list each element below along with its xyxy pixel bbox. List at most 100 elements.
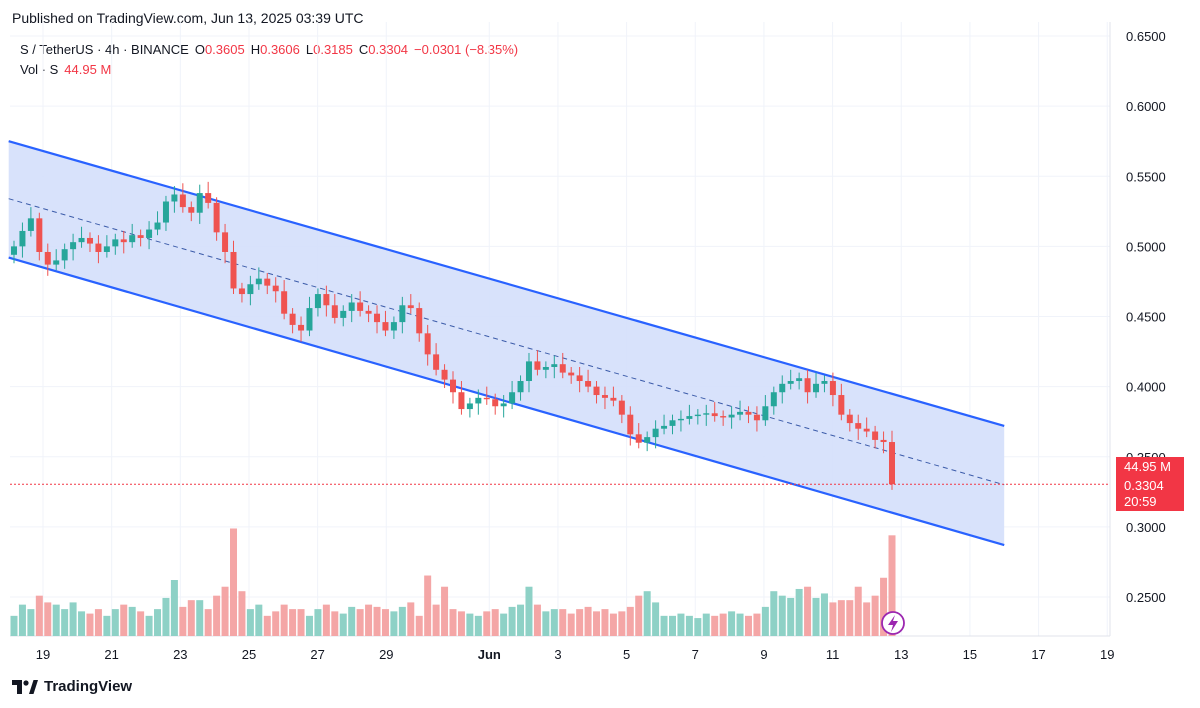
volume-bar <box>179 606 187 636</box>
candle-body <box>11 246 17 255</box>
candle-body <box>424 333 431 355</box>
channel-mid-line <box>8 198 1005 486</box>
candle-body <box>492 399 499 407</box>
candle-body <box>374 313 381 323</box>
flash-icon[interactable] <box>881 611 905 635</box>
volume-bar <box>27 609 35 636</box>
price-tick-label: 0.3000 <box>1126 520 1166 535</box>
candle-body <box>281 291 288 314</box>
volume-bar <box>685 615 693 636</box>
close-value: 0.3304 <box>368 42 409 57</box>
candle-body <box>466 403 473 410</box>
volume-bar <box>711 615 719 636</box>
symbol-label[interactable]: S / TetherUS · 4h · BINANCE <box>20 42 189 57</box>
volume-bar <box>213 595 221 636</box>
candle-body <box>44 251 51 265</box>
volume-bar <box>787 597 795 636</box>
volume-bar <box>289 609 297 636</box>
volume-bar <box>820 593 828 636</box>
candle-body <box>551 364 558 367</box>
candle-body <box>27 218 34 231</box>
candle-body <box>753 414 760 421</box>
volume-bar <box>398 606 406 636</box>
time-tick-label: 15 <box>963 647 977 662</box>
volume-bar <box>483 611 491 636</box>
candle-body <box>711 413 718 417</box>
channel-lower-line <box>8 256 1005 547</box>
volume-bar <box>829 602 837 636</box>
time-tick-label: 9 <box>760 647 767 662</box>
candle-body <box>247 284 254 295</box>
candle-body <box>230 251 237 289</box>
volume-bar <box>761 606 769 636</box>
volume-bar <box>381 609 389 636</box>
volume-bar <box>162 597 170 636</box>
candle-body <box>450 379 456 393</box>
volume-bar <box>660 615 668 636</box>
volume-bar <box>246 609 254 636</box>
candle-body <box>787 381 794 384</box>
volume-bar <box>694 618 702 636</box>
volume-bar <box>804 586 812 636</box>
candle-body <box>323 294 330 306</box>
candle-body <box>314 294 321 309</box>
candle-body <box>53 260 60 265</box>
volume-bar <box>491 609 499 636</box>
volume-bar <box>61 609 69 636</box>
candle-body <box>272 285 279 292</box>
candle-body <box>863 428 870 432</box>
volume-bar <box>559 609 567 636</box>
price-tick-label: 0.4000 <box>1126 380 1166 395</box>
volume-bar <box>846 600 854 636</box>
candle-body <box>872 431 879 440</box>
time-tick-label: Jun <box>478 647 501 662</box>
volume-bar <box>618 611 626 636</box>
volume-bar <box>69 602 77 636</box>
volume-bar <box>542 611 550 636</box>
candle-body <box>880 439 887 443</box>
volume-bar <box>441 586 449 636</box>
candle-body <box>618 400 625 415</box>
volume-value: 44.95 M <box>64 62 112 77</box>
candle-body <box>146 229 153 238</box>
volume-bar <box>449 609 457 636</box>
candle-body <box>610 397 617 401</box>
candle-body <box>205 193 212 203</box>
volume-bar <box>837 600 845 636</box>
volume-bar <box>187 600 195 636</box>
candle-body <box>213 202 220 233</box>
high-label: H <box>250 42 261 57</box>
candle-body <box>441 369 448 380</box>
candle-body <box>585 381 592 387</box>
candle-body <box>382 322 389 331</box>
price-tick-label: 0.5500 <box>1126 169 1166 184</box>
price-tick-label: 0.6500 <box>1126 29 1166 44</box>
volume-bar <box>424 575 432 636</box>
time-tick-label: 13 <box>894 647 908 662</box>
candle-body <box>677 418 684 421</box>
change-value: −0.0301 (−8.35%) <box>414 42 519 57</box>
time-tick-label: 29 <box>379 647 393 662</box>
volume-label[interactable]: Vol · S <box>20 62 59 77</box>
volume-bar <box>517 604 525 636</box>
channel-fill <box>8 141 1005 546</box>
price-tick-label: 0.5000 <box>1126 239 1166 254</box>
candle-body <box>298 324 305 331</box>
tradingview-brand: TradingView <box>44 678 133 695</box>
volume-bar <box>466 613 474 636</box>
candle-body <box>154 222 161 230</box>
volume-bar <box>770 591 778 636</box>
low-value: 0.3185 <box>313 42 353 57</box>
candle-body <box>120 239 127 243</box>
price-tick-label: 0.2500 <box>1126 590 1166 605</box>
volume-bar <box>778 595 786 636</box>
time-tick-label: 5 <box>623 647 630 662</box>
tradingview-footer[interactable]: TradingView <box>12 678 132 695</box>
candle-body <box>399 305 406 323</box>
volume-bar <box>533 604 541 636</box>
volume-bar <box>854 586 862 636</box>
candle-body <box>534 361 541 370</box>
volume-bar <box>736 613 744 636</box>
volume-bar <box>221 586 229 636</box>
